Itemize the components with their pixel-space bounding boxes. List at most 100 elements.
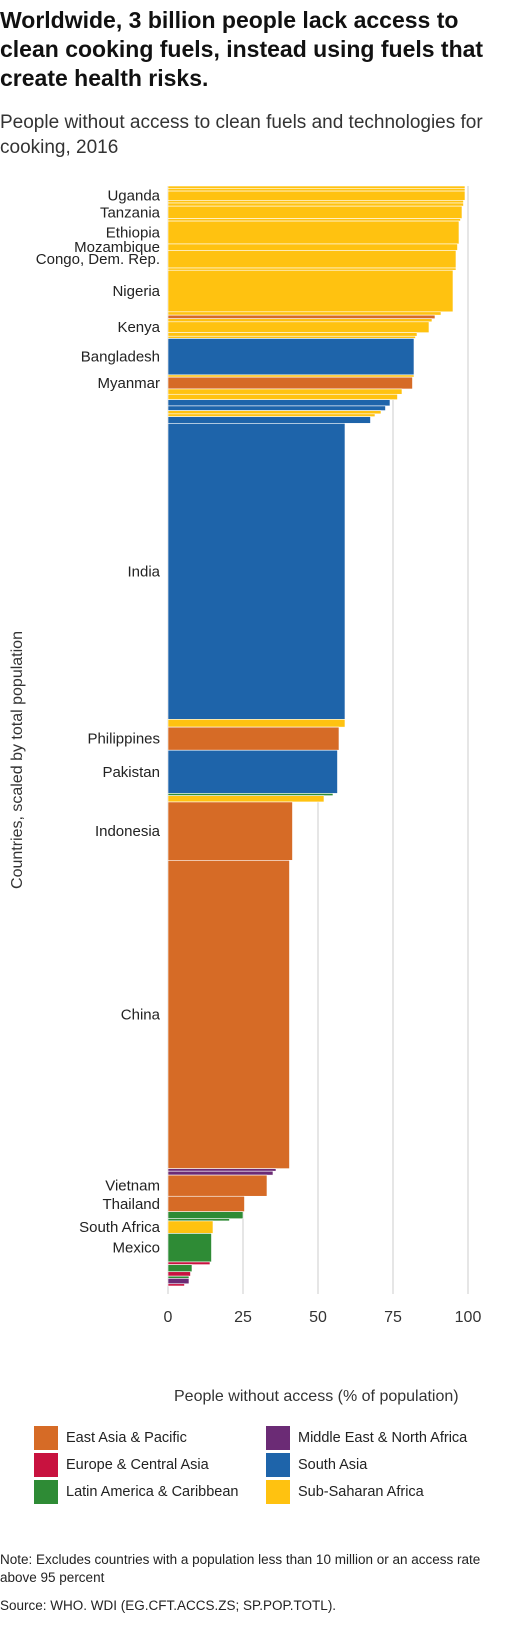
bar (167, 243, 458, 251)
bar (167, 321, 430, 333)
x-tick-label: 75 (384, 1309, 402, 1326)
bar (167, 1261, 211, 1265)
bar (167, 1278, 190, 1285)
bar (167, 267, 457, 271)
bar (167, 1233, 212, 1263)
x-tick-label: 0 (164, 1309, 173, 1326)
bar (167, 314, 436, 319)
legend-item: Latin America & Caribbean (34, 1480, 239, 1504)
country-label: China (121, 1006, 161, 1023)
legend-item: Sub-Saharan Africa (266, 1480, 424, 1504)
bar (167, 190, 466, 201)
bar (167, 205, 463, 219)
country-label: India (127, 563, 160, 580)
bar (167, 269, 454, 313)
bar (167, 795, 325, 803)
legend-label: Middle East & North Africa (298, 1430, 468, 1446)
bar (167, 1174, 268, 1197)
bar (167, 410, 382, 415)
page-title: Worldwide, 3 billion people lack access … (0, 7, 484, 91)
bar (167, 393, 398, 400)
legend-swatch (266, 1480, 290, 1504)
x-tick-label: 50 (309, 1309, 327, 1326)
bar (167, 405, 386, 411)
legend-item: East Asia & Pacific (34, 1426, 187, 1450)
bar (167, 388, 403, 395)
x-tick-labels: 0 25 50 75 100 (164, 1309, 482, 1326)
bar (167, 749, 338, 794)
bar (167, 335, 416, 339)
bar (167, 793, 334, 796)
bar (167, 202, 464, 207)
bar (167, 218, 461, 222)
bars (167, 185, 466, 1287)
x-tick-label: 100 (455, 1309, 482, 1326)
legend-label: East Asia & Pacific (66, 1430, 187, 1446)
bar (167, 188, 466, 192)
country-label: Mexico (112, 1240, 160, 1257)
legend-label: South Asia (298, 1457, 368, 1473)
bar (167, 318, 433, 323)
country-label: Thailand (102, 1196, 160, 1213)
country-label: Mozambique (74, 239, 160, 256)
bar (167, 220, 460, 245)
legend-item: South Asia (266, 1453, 367, 1477)
bar (167, 1271, 191, 1277)
bar (167, 374, 415, 378)
bar (167, 338, 415, 376)
legend-swatch (34, 1453, 58, 1477)
bar (167, 860, 290, 1169)
bar (167, 1211, 244, 1220)
country-label: Kenya (117, 319, 160, 336)
bar (167, 719, 346, 728)
x-tick-label: 25 (234, 1309, 252, 1326)
country-label: South Africa (79, 1219, 161, 1236)
bar (167, 423, 346, 720)
chart-subtitle: People without access to clean fuels and… (0, 112, 483, 158)
bar (167, 1195, 245, 1212)
footnote: Note: Excludes countries with a populati… (0, 1552, 481, 1585)
country-label: Bangladesh (81, 349, 160, 366)
bar (167, 200, 464, 204)
country-label: Indonesia (95, 823, 161, 840)
bar (167, 413, 376, 417)
bar (167, 250, 457, 269)
bar (167, 726, 340, 751)
source-note: Source: WHO. WDI (EG.CFT.ACCS.ZS; SP.POP… (0, 1598, 337, 1613)
bar (167, 1275, 190, 1279)
legend-label: Europe & Central Asia (66, 1457, 209, 1473)
legend-item: Middle East & North Africa (266, 1426, 467, 1450)
bar (167, 416, 371, 424)
bar (167, 185, 466, 189)
bar (167, 332, 418, 337)
country-label: Nigeria (112, 283, 160, 300)
bar (167, 1168, 277, 1172)
bar (167, 311, 442, 316)
legend-label: Sub-Saharan Africa (298, 1484, 424, 1500)
country-label: Congo, Dem. Rep. (36, 251, 160, 268)
x-axis-label: People without access (% of population) (174, 1388, 459, 1405)
bar (167, 1218, 230, 1222)
legend-swatch (266, 1426, 290, 1450)
country-label: Myanmar (97, 375, 160, 392)
country-label: Ethiopia (106, 225, 161, 242)
legend-swatch (34, 1480, 58, 1504)
bar (167, 1264, 193, 1273)
legend-swatch (34, 1426, 58, 1450)
bar (167, 801, 293, 861)
country-label: Uganda (107, 188, 160, 205)
country-label: Vietnam (105, 1178, 160, 1195)
country-label: Tanzania (100, 204, 161, 221)
bar (167, 376, 413, 390)
legend-item: Europe & Central Asia (34, 1453, 209, 1477)
legend-label: Latin America & Caribbean (66, 1484, 239, 1500)
bar (167, 399, 391, 407)
bar (167, 1283, 185, 1287)
legend-swatch (266, 1453, 290, 1477)
country-label: Philippines (87, 731, 160, 748)
country-label: Pakistan (102, 764, 160, 781)
bar (167, 1170, 274, 1176)
bar (167, 1220, 214, 1234)
